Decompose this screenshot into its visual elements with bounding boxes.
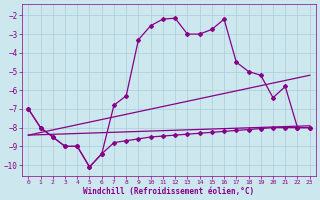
- X-axis label: Windchill (Refroidissement éolien,°C): Windchill (Refroidissement éolien,°C): [84, 187, 255, 196]
